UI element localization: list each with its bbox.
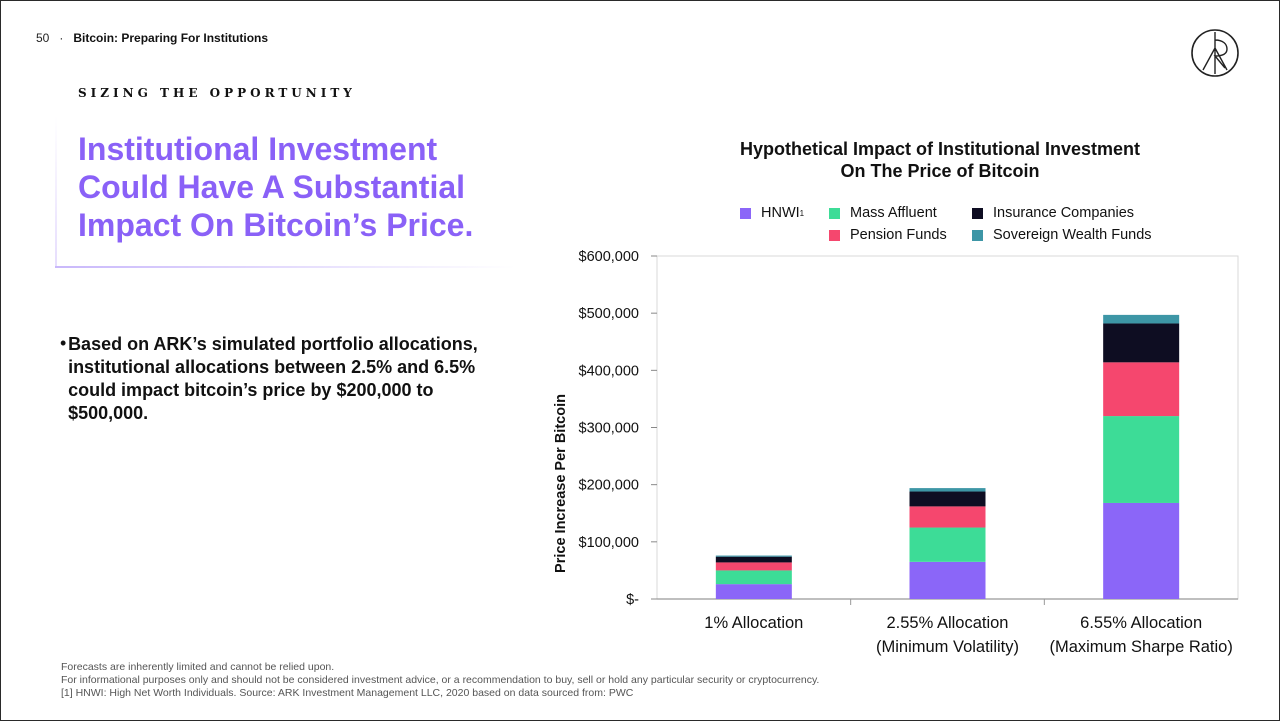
bar-segment [715, 562, 792, 571]
deck-title: Bitcoin: Preparing For Institutions [73, 31, 269, 45]
footnote-line: [1] HNWI: High Net Worth Individuals. So… [61, 687, 634, 699]
bar-segment [715, 556, 792, 563]
legend-item-hnwi: HNWI 1 [740, 205, 804, 221]
legend-swatch [829, 207, 840, 219]
legend-label: Mass Affluent [850, 205, 937, 221]
legend-label: HNWI [761, 205, 800, 221]
bar-segment [1103, 323, 1180, 363]
footnote-line: Forecasts are inherently limited and can… [61, 661, 335, 673]
y-tick-label: $600,000 [579, 249, 639, 265]
header-separator: · [59, 31, 64, 45]
y-tick-label: $400,000 [579, 363, 639, 379]
x-category-label: (Maximum Sharpe Ratio) [1049, 638, 1232, 656]
x-category-label: 1% Allocation [704, 614, 803, 632]
y-tick-label: $100,000 [579, 535, 639, 551]
bar-segment [715, 555, 792, 557]
y-tick-label: $500,000 [579, 306, 639, 322]
bar-segment [909, 527, 986, 562]
title-accent-line [55, 116, 57, 268]
bar-segment [909, 561, 986, 599]
bar-segment [1103, 416, 1180, 503]
y-axis-title: Price Increase Per Bitcoin [553, 394, 569, 573]
x-category-label: 6.55% Allocation [1080, 614, 1202, 632]
chart-title-line: Hypothetical Impact of Institutional Inv… [739, 139, 1141, 159]
y-tick-label: $200,000 [579, 478, 639, 494]
bullet-text: Based on ARK’s simulated portfolio alloc… [68, 334, 478, 423]
bullet-point: • Based on ARK’s simulated portfolio all… [60, 333, 480, 425]
page-headline: Institutional Investment Could Have A Su… [78, 130, 518, 244]
legend-swatch [972, 207, 983, 219]
bar-segment [1103, 502, 1180, 599]
legend-item-mass-affluent: Mass Affluent [829, 205, 937, 221]
page-number: 50 [36, 31, 50, 45]
title-underline [55, 266, 515, 268]
legend-label: Sovereign Wealth Funds [993, 227, 1152, 243]
legend-label: Insurance Companies [993, 205, 1135, 221]
bar-segment [1103, 314, 1180, 324]
legend-swatch [829, 229, 840, 241]
page-header: 50 · Bitcoin: Preparing For Institutions [36, 31, 268, 45]
bullet-marker: • [60, 333, 67, 353]
ark-logo-icon [1191, 29, 1239, 77]
legend-swatch [740, 207, 751, 219]
bar-segment [909, 506, 986, 528]
headline-line: Institutional Investment [78, 131, 438, 167]
x-category-label: 2.55% Allocation [886, 614, 1008, 632]
y-tick-label: $300,000 [579, 421, 639, 437]
x-category-label: (Minimum Volatility) [876, 638, 1019, 656]
legend-label: Pension Funds [850, 227, 947, 243]
headline-line: Could Have A Substantial [78, 169, 466, 205]
legend-swatch [972, 229, 983, 241]
section-kicker: SIZING THE OPPORTUNITY [78, 86, 356, 100]
y-tick-label: $- [626, 592, 639, 608]
bar-segment [715, 584, 792, 599]
legend-superscript: 1 [799, 208, 805, 218]
footnote-line: For informational purposes only and shou… [61, 674, 820, 686]
bar-segment [909, 488, 986, 492]
legend-item-insurance: Insurance Companies [972, 205, 1134, 221]
chart-title: Hypothetical Impact of Institutional Inv… [640, 138, 1240, 182]
footnotes: Forecasts are inherently limited and can… [61, 661, 819, 700]
bar-segment [715, 570, 792, 585]
bar-segment [1103, 362, 1180, 417]
headline-line: Impact On Bitcoin’s Price. [78, 207, 474, 243]
legend-item-sovereign: Sovereign Wealth Funds [972, 227, 1152, 243]
chart-title-line: On The Price of Bitcoin [840, 161, 1040, 181]
bar-segment [909, 491, 986, 507]
legend-item-pension: Pension Funds [829, 227, 947, 243]
